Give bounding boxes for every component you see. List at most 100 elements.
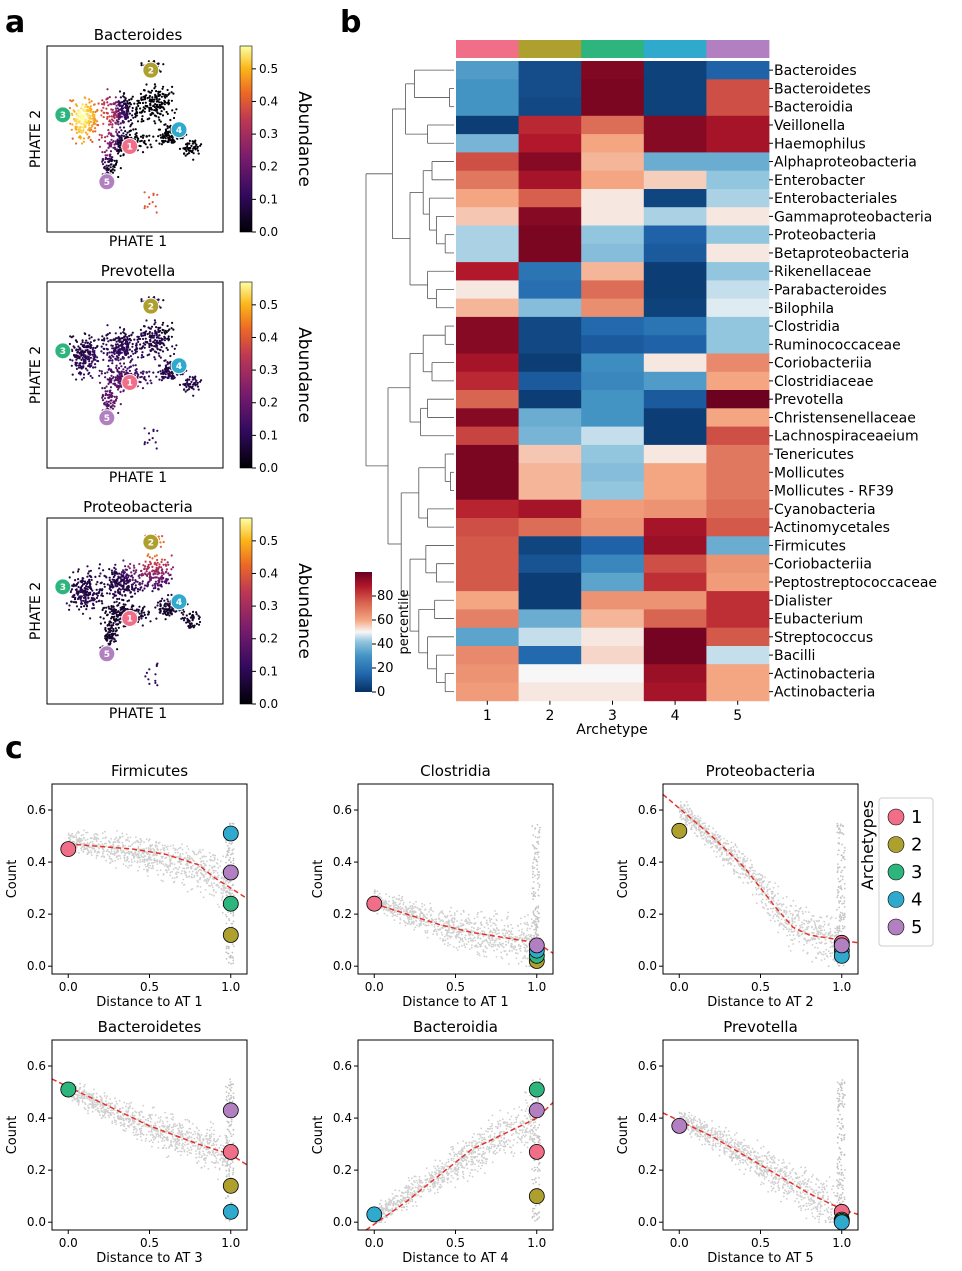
phate-point xyxy=(141,110,144,113)
phate-point xyxy=(127,584,130,588)
colorbar-tick-label: 0.0 xyxy=(259,225,278,239)
phate-point xyxy=(149,143,152,146)
phate-point xyxy=(141,101,145,105)
heatmap-cell xyxy=(706,518,770,537)
phate-point xyxy=(143,441,146,444)
phate-point xyxy=(144,616,147,620)
y-tick-label: 0.6 xyxy=(27,803,46,817)
phate-point xyxy=(81,108,85,111)
phate-point xyxy=(141,337,145,341)
background-point xyxy=(77,830,80,833)
phate-point xyxy=(158,339,161,343)
background-point xyxy=(173,877,176,879)
phate-point xyxy=(164,563,167,566)
phate-point xyxy=(140,333,143,336)
background-point xyxy=(181,870,183,872)
phate-point xyxy=(121,598,124,601)
phate-point xyxy=(81,341,84,344)
phate-point xyxy=(111,344,114,347)
phate-point xyxy=(163,132,167,135)
phate-point xyxy=(189,624,192,628)
background-point xyxy=(145,847,148,850)
heatmap-cell xyxy=(706,152,770,172)
phate-point xyxy=(71,373,74,376)
phate-point xyxy=(99,622,102,625)
phate-point xyxy=(127,356,130,359)
phate-point xyxy=(115,578,119,582)
background-point xyxy=(84,839,87,841)
heatmap-cell xyxy=(456,408,519,427)
phate-point xyxy=(156,111,159,114)
phate-point xyxy=(145,135,148,138)
phate-point xyxy=(87,136,90,140)
heatmap-cell xyxy=(643,481,707,501)
phate-point xyxy=(141,580,144,583)
phate-point xyxy=(146,205,149,208)
heatmap-cell xyxy=(581,390,645,409)
background-point xyxy=(213,865,216,867)
phate-point xyxy=(126,100,129,103)
phate-point xyxy=(184,390,187,393)
phate-point xyxy=(81,120,84,124)
phate-point xyxy=(79,364,82,367)
phate-point xyxy=(172,609,175,612)
background-point xyxy=(203,879,206,882)
heatmap-cell xyxy=(456,518,519,537)
phate-point xyxy=(94,130,97,133)
phate-point xyxy=(71,359,74,362)
phate-point xyxy=(94,575,97,579)
phate-point xyxy=(130,605,133,609)
phate-point xyxy=(109,405,112,408)
background-point xyxy=(198,865,201,868)
heatmap-cell xyxy=(518,316,582,336)
background-point xyxy=(519,950,522,952)
background-point xyxy=(227,851,230,853)
phate-point xyxy=(158,354,161,357)
phate-point xyxy=(181,617,184,620)
background-point xyxy=(211,877,214,880)
heatmap-cell xyxy=(456,664,519,683)
background-point xyxy=(81,839,84,841)
phate-point xyxy=(159,343,162,346)
background-point xyxy=(208,864,211,867)
phate-point xyxy=(112,111,116,114)
phate-point xyxy=(106,583,109,586)
colorbar xyxy=(239,281,253,469)
phate-point xyxy=(121,104,124,107)
background-point xyxy=(197,881,200,883)
phate-point xyxy=(137,335,140,338)
phate-point xyxy=(109,357,112,360)
phate-point xyxy=(165,346,168,350)
phate-point xyxy=(148,109,151,113)
background-point xyxy=(110,850,113,852)
phate-point xyxy=(190,622,193,625)
background-point xyxy=(215,862,218,864)
phate-point xyxy=(105,343,108,346)
background-point xyxy=(149,848,152,850)
background-point xyxy=(201,856,204,859)
background-point xyxy=(102,837,104,839)
phate-point xyxy=(140,617,143,620)
phate-point xyxy=(153,83,156,86)
phate-point xyxy=(169,354,172,358)
phate-point xyxy=(124,116,127,120)
phate-point xyxy=(94,366,97,369)
phate-point xyxy=(110,569,113,572)
phate-point xyxy=(143,191,146,194)
background-point xyxy=(227,945,230,948)
phate-point xyxy=(120,370,123,373)
phate-point xyxy=(178,383,182,386)
phate-point xyxy=(124,366,127,369)
background-point xyxy=(179,861,182,863)
phate-point xyxy=(90,100,93,103)
phate-point xyxy=(184,384,187,387)
phate-point xyxy=(162,540,165,544)
phate-point xyxy=(75,142,78,145)
background-point xyxy=(213,854,215,857)
heatmap-cell xyxy=(706,371,770,391)
phate-point xyxy=(82,353,85,356)
background-point xyxy=(119,849,122,852)
phate-point xyxy=(79,128,82,131)
phate-point xyxy=(117,175,120,179)
phate-point xyxy=(112,135,115,138)
